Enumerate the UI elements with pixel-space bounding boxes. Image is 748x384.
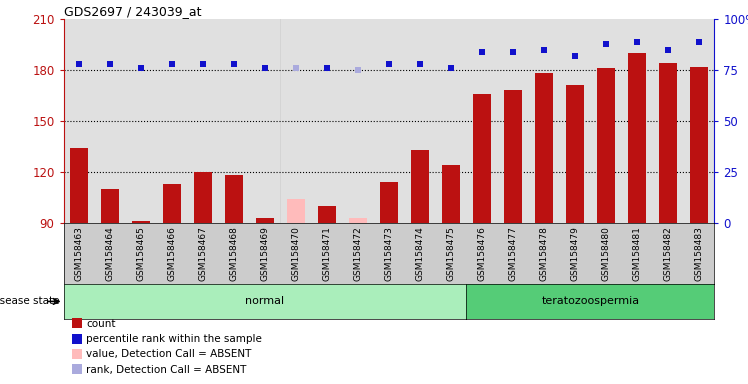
Bar (597, 68, 615, 223)
Bar (565, 85, 584, 223)
Bar (684, 19, 714, 223)
Bar (535, 73, 554, 223)
Text: GSM158471: GSM158471 (322, 226, 331, 281)
Bar (405, 19, 435, 223)
Bar (194, 172, 212, 223)
Bar (343, 19, 373, 223)
Bar (188, 19, 218, 223)
Bar (658, 63, 677, 223)
Text: GDS2697 / 243039_at: GDS2697 / 243039_at (64, 5, 201, 18)
Bar (411, 150, 429, 223)
Bar (590, 19, 622, 223)
Legend: count, percentile rank within the sample, value, Detection Call = ABSENT, rank, : count, percentile rank within the sample… (69, 315, 266, 379)
Text: GSM158479: GSM158479 (571, 226, 580, 281)
Bar (528, 19, 560, 223)
Bar (467, 19, 497, 223)
Text: GSM158469: GSM158469 (260, 226, 269, 281)
Text: normal: normal (245, 296, 284, 306)
Text: GSM158465: GSM158465 (137, 226, 146, 281)
Text: GSM158468: GSM158468 (230, 226, 239, 281)
Bar (373, 19, 405, 223)
Bar (280, 19, 311, 223)
Text: GSM158474: GSM158474 (415, 226, 424, 281)
Text: GSM158480: GSM158480 (601, 226, 610, 281)
Bar (101, 189, 120, 223)
Text: GSM158464: GSM158464 (105, 226, 114, 281)
Text: GSM158475: GSM158475 (447, 226, 456, 281)
Text: GSM158466: GSM158466 (168, 226, 177, 281)
Bar (349, 218, 367, 223)
Bar (64, 19, 94, 223)
Bar (318, 206, 337, 223)
Bar (256, 218, 275, 223)
Bar (156, 19, 188, 223)
Bar (473, 94, 491, 223)
Bar (250, 19, 280, 223)
Bar (311, 19, 343, 223)
Text: GSM158481: GSM158481 (632, 226, 641, 281)
Bar (652, 19, 684, 223)
Bar (218, 19, 250, 223)
Bar (70, 148, 88, 223)
Bar (132, 221, 150, 223)
Text: GSM158476: GSM158476 (477, 226, 486, 281)
Bar (435, 19, 467, 223)
Bar (690, 67, 708, 223)
Bar (126, 19, 156, 223)
Bar (94, 19, 126, 223)
Bar (503, 91, 522, 223)
Bar (628, 53, 646, 223)
Text: disease state: disease state (0, 296, 60, 306)
Bar (286, 199, 305, 223)
Text: GSM158463: GSM158463 (75, 226, 84, 281)
Text: GSM158478: GSM158478 (539, 226, 548, 281)
Bar (497, 19, 528, 223)
Text: GSM158482: GSM158482 (663, 226, 672, 281)
Bar (622, 19, 652, 223)
Text: teratozoospermia: teratozoospermia (542, 296, 640, 306)
Text: GSM158470: GSM158470 (292, 226, 301, 281)
Text: GSM158467: GSM158467 (198, 226, 207, 281)
Bar (441, 165, 460, 223)
Bar (560, 19, 590, 223)
Bar (163, 184, 181, 223)
Bar (380, 182, 398, 223)
Text: GSM158483: GSM158483 (694, 226, 703, 281)
Text: GSM158472: GSM158472 (354, 226, 363, 281)
Text: GSM158473: GSM158473 (384, 226, 393, 281)
Bar (224, 175, 243, 223)
Text: GSM158477: GSM158477 (509, 226, 518, 281)
